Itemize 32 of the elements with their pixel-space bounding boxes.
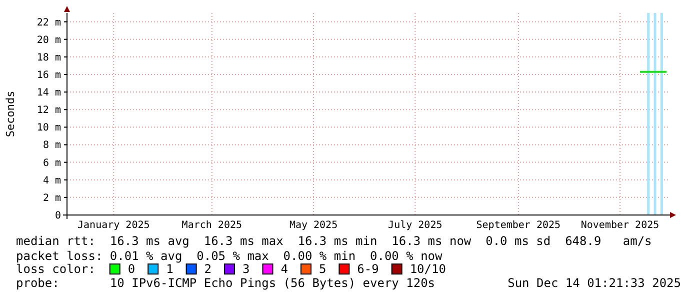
x-tick-label: November 2025 (580, 220, 660, 231)
text: packet loss: 0.01 % avg 0.05 % max 0.00 % min 0.00 % now (16, 249, 444, 263)
y-axis-title: Seconds (4, 90, 17, 138)
text: 0 (128, 262, 136, 276)
y-tick-label: 16 m (36, 70, 61, 81)
text: 6-9 (357, 262, 379, 276)
x-tick-label: January 2025 (78, 220, 150, 231)
y-tick-label: 10 m (36, 122, 61, 134)
x-tick-label: May 2025 (289, 220, 338, 231)
text: median rtt: 16.3 ms avg 16.3 ms max 16.3 ms min 16.3 ms now 0.0 ms sd 648.9 am/s (16, 234, 652, 248)
y-tick-label: 14 m (36, 88, 61, 99)
y-tick-label: 18 m (36, 52, 61, 64)
text: loss color: (16, 262, 96, 276)
text: 2 (204, 262, 212, 276)
y-tick-label: 2 m (42, 192, 61, 204)
text: Sun Dec 14 01:21:33 2025 (508, 276, 681, 290)
text: 3 (242, 262, 250, 276)
text: 10/10 (410, 262, 446, 276)
y-tick-label: 6 m (42, 158, 61, 169)
text: probe: 10 IPv6-ICMP Echo Pings (56 Bytes) every 120s (16, 276, 436, 290)
y-tick-label: 20 m (36, 34, 61, 46)
y-tick-label: 22 m (36, 17, 61, 28)
y-tick-label: 0 (54, 210, 61, 222)
y-tick-label: 4 m (42, 175, 61, 186)
x-tick-label: September 2025 (476, 220, 561, 231)
y-tick-label: 12 m (36, 105, 61, 116)
text: 4 (280, 262, 288, 276)
text: 5 (318, 262, 326, 276)
x-tick-label: July 2025 (388, 220, 442, 231)
y-tick-label: 8 m (42, 140, 61, 152)
text: 1 (166, 262, 174, 276)
x-tick-label: March 2025 (182, 220, 242, 231)
